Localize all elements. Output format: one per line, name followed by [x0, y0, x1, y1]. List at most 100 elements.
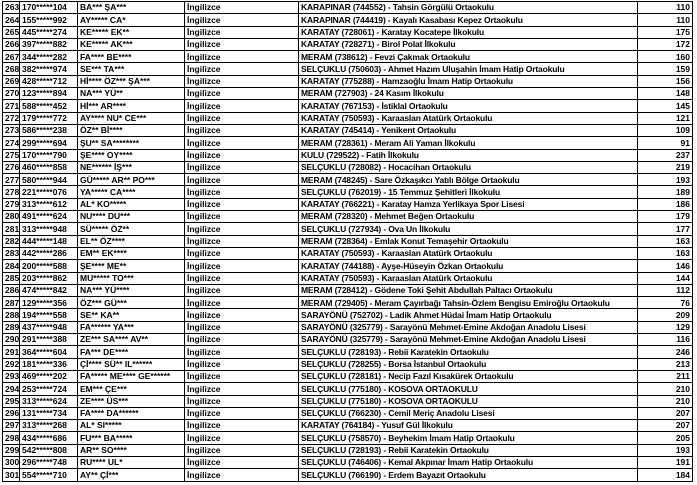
masked-id-cell: 444*****148: [19, 234, 78, 248]
school-cell: SELÇUKLU (727934) - Ova Un İlkokulu: [298, 222, 638, 236]
branch-cell: İngilizce: [184, 320, 299, 335]
school-cell: KARATAY (775288) - Hamzaoğlu İmam Hatip …: [298, 74, 638, 89]
branch-cell: İngilizce: [184, 25, 299, 39]
table-row: 264 155*****992 AY***** CA* İngilizce KARAPI…: [2, 13, 693, 27]
row-number-cell: 301: [2, 468, 20, 482]
table-row: 288 194*****558 SE** KA** İngilizce SARAYÖNÜ…: [2, 308, 693, 322]
row-number-cell: 296: [2, 406, 20, 421]
masked-id-cell: 580*****944: [19, 173, 78, 187]
masked-id-cell: 129*****356: [19, 296, 78, 310]
masked-name-cell: GÜ***** AR** PO***: [77, 173, 185, 187]
masked-id-cell: 194*****558: [19, 308, 78, 322]
table-row: 265 445*****274 KE***** EK** İngilizce KARAT…: [2, 25, 693, 39]
branch-cell: İngilizce: [184, 62, 299, 76]
school-cell: MERAM (729405) - Meram Çayırbağı Tahsin-…: [298, 296, 638, 310]
branch-cell: İngilizce: [184, 259, 299, 273]
score-cell: 209: [637, 308, 693, 322]
branch-cell: İngilizce: [184, 222, 299, 236]
table-row: 282 444*****148 EL** ÖZ**** İngilizce MERAM …: [2, 234, 693, 248]
row-number-cell: 269: [2, 74, 20, 89]
row-number-cell: 264: [2, 13, 20, 27]
score-cell: 246: [637, 345, 693, 359]
school-cell: SELÇUKLU (762019) - 15 Temmuz Şehitleri …: [298, 185, 638, 199]
school-cell: SARAYÖNÜ (752702) - Ladik Ahmet Hüdai İm…: [298, 308, 638, 322]
score-cell: 179: [637, 210, 693, 224]
branch-cell: İngilizce: [184, 173, 299, 187]
row-number-cell: 297: [2, 419, 20, 433]
score-cell: 110: [637, 13, 693, 27]
row-number-cell: 287: [2, 296, 20, 310]
school-cell: SELÇUKLU (728255) - Borsa İstanbul Ortao…: [298, 357, 638, 371]
score-cell: 145: [637, 99, 693, 113]
school-cell: KARATAY (767153) - İstiklal Ortaokulu: [298, 99, 638, 113]
masked-id-cell: 313*****948: [19, 222, 78, 236]
school-cell: SELÇUKLU (750603) - Ahmet Hazım Uluşahin…: [298, 62, 638, 76]
score-cell: 177: [637, 222, 693, 236]
score-cell: 193: [637, 443, 693, 457]
table-row: 274 299*****694 ŞU** SA******** İngilizce ME…: [2, 136, 693, 150]
table-row: 292 181*****336 Çİ**** SÜ** IL****** İngili…: [2, 357, 693, 371]
branch-cell: İngilizce: [184, 443, 299, 457]
masked-id-cell: 200*****588: [19, 259, 78, 273]
table-row: 301 554*****710 AY** Çİ*** İngilizce SELÇUKL…: [2, 468, 693, 482]
branch-cell: İngilizce: [184, 455, 299, 470]
masked-name-cell: FU*** BA*****: [77, 431, 185, 445]
row-number-cell: 299: [2, 443, 20, 457]
table-row: 266 397*****882 KE***** AK*** İngilizce KARA…: [2, 37, 693, 52]
masked-id-cell: 588*****452: [19, 99, 78, 113]
branch-cell: İngilizce: [184, 357, 299, 371]
masked-name-cell: SE** KA**: [77, 308, 185, 322]
branch-cell: İngilizce: [184, 37, 299, 52]
school-cell: MERAM (727903) - 24 Kasım İlkokulu: [298, 87, 638, 101]
score-cell: 175: [637, 25, 693, 39]
table-row: 270 123*****894 NA*** YÜ** İngilizce MERAM (…: [2, 87, 693, 101]
table-row: 276 460*****858 NE****** İŞ*** İngilizce SEL…: [2, 160, 693, 175]
row-number-cell: 281: [2, 222, 20, 236]
masked-name-cell: NA*** YÜ****: [77, 283, 185, 298]
masked-name-cell: EM*** ÇE***: [77, 382, 185, 396]
school-cell: KARATAY (764184) - Yusuf Gül İlkokulu: [298, 419, 638, 433]
table-row: 287 129*****356 ÖZ*** GÜ*** İngilizce MERAM …: [2, 296, 693, 310]
masked-name-cell: AL* SI*****: [77, 419, 185, 433]
school-cell: KARATAY (728271) - Birol Polat İlkokulu: [298, 37, 638, 52]
school-cell: KULU (729522) - Fatih İlkokulu: [298, 148, 638, 162]
school-cell: SARAYÖNÜ (325779) - Sarayönü Mehmet-Emin…: [298, 320, 638, 335]
branch-cell: İngilizce: [184, 185, 299, 199]
table-row: 281 313*****948 SÜ***** ÖZ** İngilizce SELÇU…: [2, 222, 693, 236]
table-row: 298 434*****686 FU*** BA***** İngilizce SELÇ…: [2, 431, 693, 445]
masked-id-cell: 382*****974: [19, 62, 78, 76]
score-cell: 160: [637, 50, 693, 64]
table-row: 275 170*****790 ŞE**** OY**** İngilizce KULU…: [2, 148, 693, 162]
masked-id-cell: 344*****282: [19, 50, 78, 64]
masked-id-cell: 131*****734: [19, 406, 78, 421]
school-cell: MERAM (728412) - Gödene Toki Şehit Abdul…: [298, 283, 638, 298]
masked-id-cell: 313*****624: [19, 394, 78, 408]
school-cell: SELÇUKLU (758570) - Beyhekim İmam Hatip …: [298, 431, 638, 445]
masked-name-cell: AL* KO*****: [77, 197, 185, 212]
masked-name-cell: AY**** NU* CE***: [77, 111, 185, 125]
masked-id-cell: 299*****694: [19, 136, 78, 150]
masked-name-cell: ZE*** SA**** AV**: [77, 333, 185, 347]
masked-id-cell: 170*****104: [19, 0, 78, 15]
table-row: 300 296*****748 RU**** UL* İngilizce SELÇUKL…: [2, 455, 693, 470]
branch-cell: İngilizce: [184, 234, 299, 248]
school-cell: KARATAY (750593) - Karaaslan Atatürk Ort…: [298, 271, 638, 285]
masked-id-cell: 221*****076: [19, 185, 78, 199]
masked-id-cell: 313*****612: [19, 197, 78, 212]
table-row: 273 586*****238 ÖZ** Bİ**** İngilizce KARATA…: [2, 123, 693, 138]
masked-id-cell: 442*****286: [19, 246, 78, 261]
masked-name-cell: KE***** AK***: [77, 37, 185, 52]
row-number-cell: 293: [2, 369, 20, 384]
table-row: 277 580*****944 GÜ***** AR** PO*** İngilizc…: [2, 173, 693, 187]
table-row: 284 200*****588 ŞE**** ME** İngilizce KARATA…: [2, 259, 693, 273]
masked-name-cell: FA****** YA***: [77, 320, 185, 335]
masked-id-cell: 428*****712: [19, 74, 78, 89]
row-number-cell: 271: [2, 99, 20, 113]
score-cell: 210: [637, 382, 693, 396]
masked-name-cell: AR** SO****: [77, 443, 185, 457]
branch-cell: İngilizce: [184, 369, 299, 384]
masked-id-cell: 364*****604: [19, 345, 78, 359]
score-cell: 207: [637, 406, 693, 421]
score-cell: 129: [637, 320, 693, 335]
table-row: 285 203*****862 MU***** TO*** İngilizce KARA…: [2, 271, 693, 285]
